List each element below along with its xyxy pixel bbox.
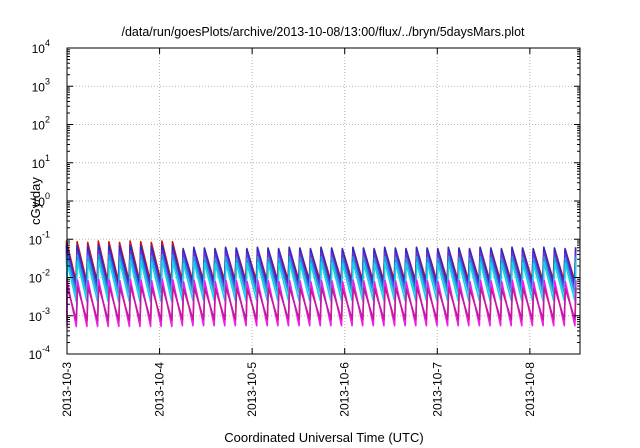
plot-frame [66, 47, 581, 355]
y-tick-label: 104 [32, 38, 50, 56]
ticks: 10-410-310-210-11001011021031042013-10-3… [29, 38, 580, 417]
x-tick-label: 2013-10-4 [153, 362, 167, 417]
chart-title: /data/run/goesPlots/archive/2013-10-08/1… [121, 25, 525, 39]
y-tick-label: 10-1 [29, 229, 50, 247]
series-layer [65, 240, 577, 328]
y-tick-label: 101 [32, 153, 50, 171]
y-tick-label: 10-2 [29, 268, 50, 286]
y-axis-label-group: cGy/day [28, 177, 43, 225]
series-line [66, 285, 577, 322]
x-tick-label: 2013-10-6 [338, 362, 352, 417]
x-tick-label: 2013-10-7 [430, 362, 444, 417]
x-tick-label: 2013-10-5 [245, 362, 259, 417]
x-tick-label: 2013-10-3 [60, 362, 74, 417]
y-tick-label: 10-3 [29, 306, 50, 324]
y-tick-label: 102 [32, 115, 50, 133]
x-axis-label: Coordinated Universal Time (UTC) [224, 430, 423, 445]
x-tick-label: 2013-10-8 [523, 362, 537, 417]
y-axis-label: cGy/day [28, 177, 43, 225]
y-tick-label: 103 [32, 76, 50, 94]
y-tick-label: 10-4 [29, 344, 50, 362]
grid [67, 48, 580, 354]
